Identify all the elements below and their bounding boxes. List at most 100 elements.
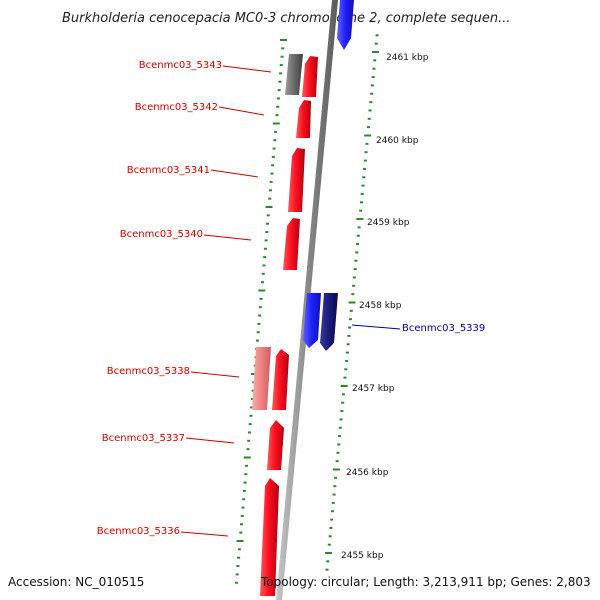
kbp-label: 2458 kbp [359,301,402,311]
map-title: Burkholderia cenocepacia MC0-3 chromosom… [62,11,510,26]
minor-tick [370,92,374,95]
gene-bcenmc03-5341[interactable] [288,148,305,212]
minor-tick [340,410,344,413]
minor-tick [241,506,245,509]
minor-tick [255,339,259,342]
kbp-label: 2457 kbp [352,384,395,394]
leader-line [222,65,272,73]
gene-bcenmc03-5336[interactable] [260,478,279,596]
gene-forward[interactable] [337,0,354,50]
major-tick [356,218,364,220]
gene-bcenmc03-5343[interactable] [302,56,318,97]
minor-tick [250,406,254,409]
minor-tick [353,268,357,271]
gene-bcenmc03-5337[interactable] [267,420,284,470]
leader-lines [180,65,401,537]
minor-tick [245,464,249,467]
minor-tick [374,42,378,45]
minor-tick [279,72,283,75]
minor-tick [247,431,251,434]
minor-tick [335,460,339,463]
minor-tick [249,414,253,417]
gene-other[interactable] [252,347,271,410]
major-tick [243,456,251,459]
minor-tick [234,581,238,584]
minor-tick [329,526,333,529]
minor-tick [327,543,331,546]
major-tick [348,301,356,304]
minor-tick [276,97,280,100]
minor-tick [263,247,267,250]
leader-line [203,234,252,241]
minor-tick [369,101,373,104]
minor-tick [331,501,335,504]
major-tick [364,134,372,137]
minor-tick [341,393,345,396]
minor-tick [257,322,261,325]
minor-tick [330,510,334,513]
gene-label[interactable]: Bcenmc03_5339 [402,323,485,334]
minor-tick [271,164,275,167]
genes [252,0,354,596]
gene-label[interactable]: Bcenmc03_5340 [120,229,203,240]
leader-line [351,324,401,330]
major-tick [236,540,244,542]
minor-tick [372,67,376,70]
minor-tick [326,560,330,563]
minor-tick [334,476,338,479]
minor-tick [265,231,269,234]
gene-label[interactable]: Bcenmc03_5336 [97,526,180,537]
minor-tick [271,155,275,158]
minor-tick [338,426,342,429]
major-tick [280,39,287,41]
minor-tick [354,259,358,262]
gene-bcenmc03-5339[interactable] [320,293,338,351]
minor-tick [348,326,352,329]
gene-label[interactable]: Bcenmc03_5342 [135,102,218,113]
minor-tick [330,518,334,521]
minor-tick [352,276,356,279]
gene-bcenmc03-5340[interactable] [283,218,300,270]
topology-text: Topology: circular; Length: 3,213,911 bp… [260,575,591,589]
gene-forward[interactable] [303,293,321,348]
minor-tick [359,201,363,204]
minor-tick [347,334,351,337]
minor-tick [333,485,337,488]
minor-tick [345,359,349,362]
gene-label[interactable]: Bcenmc03_5338 [107,366,190,377]
minor-tick [349,309,353,312]
gene-label[interactable]: Bcenmc03_5337 [102,433,185,444]
minor-tick [280,55,284,58]
gene-bcenmc03-5342[interactable] [296,100,311,138]
leader-line [210,169,259,178]
minor-tick [325,568,329,571]
kbp-label: 2459 kbp [367,218,410,228]
leader-line [218,106,265,116]
minor-tick [370,84,374,87]
minor-tick [341,401,345,404]
minor-tick [266,222,270,225]
gene-other[interactable] [285,54,303,95]
gene-label[interactable]: Bcenmc03_5343 [139,60,222,71]
minor-tick [366,126,370,129]
minor-tick [268,189,272,192]
minor-tick [266,214,270,217]
minor-tick [351,293,355,296]
minor-tick [361,184,365,187]
minor-tick [356,234,360,237]
minor-tick [274,130,278,133]
minor-tick [348,318,352,321]
kbp-label: 2455 kbp [341,551,384,561]
gene-label[interactable]: Bcenmc03_5341 [127,165,210,176]
gene-bcenmc03-5338[interactable] [272,349,289,410]
leader-line [180,531,229,537]
minor-tick [277,89,281,92]
minor-tick [355,251,359,254]
minor-tick [250,398,254,401]
major-tick [332,468,340,471]
minor-tick [332,493,336,496]
minor-tick [248,423,252,426]
accession-text: Accession: NC_010515 [8,575,144,589]
minor-tick [259,297,263,300]
